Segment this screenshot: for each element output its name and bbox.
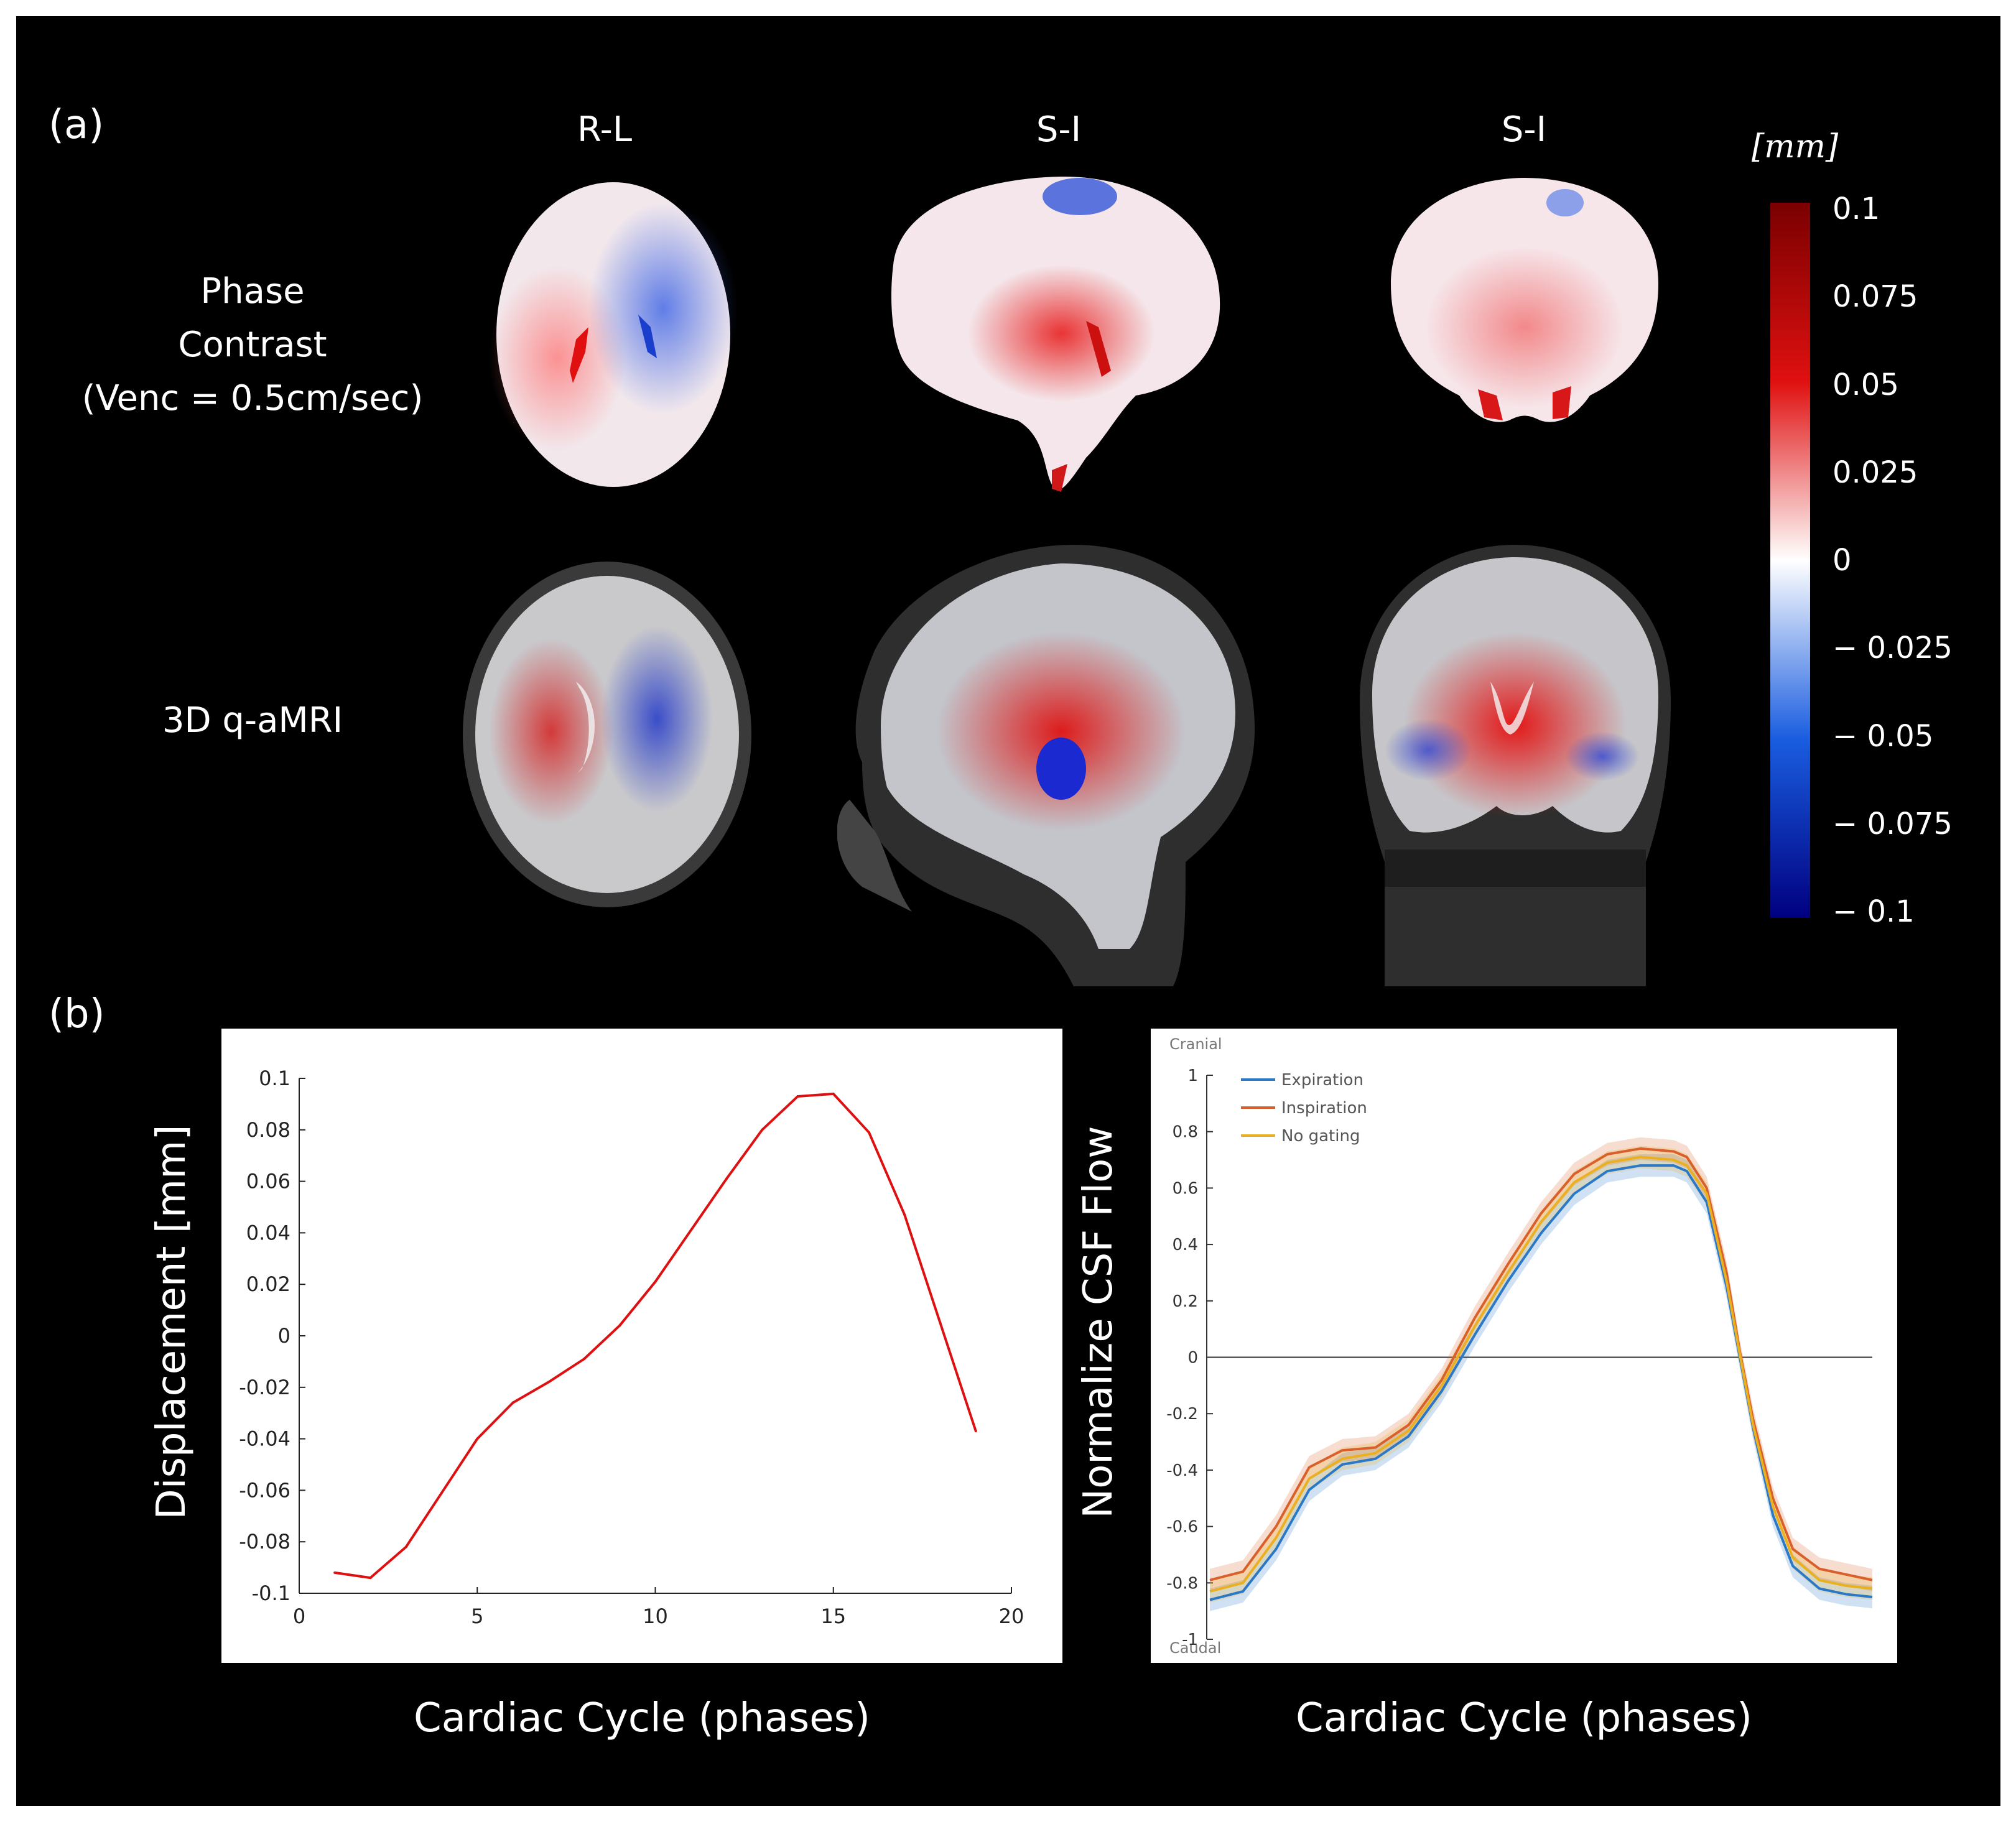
column-header-rl: R-L [577, 109, 633, 150]
displacement-data-point [547, 1381, 550, 1384]
y-tick-label: 1 [1187, 1067, 1198, 1085]
row-header-phase-contrast: Phase Contrast (Venc = 0.5cm/sec) [82, 265, 424, 425]
row-header-line: Contrast [178, 325, 327, 365]
y-tick-label: -1 [1182, 1631, 1198, 1649]
row-header-qamri: 3D q-aMRI [162, 700, 343, 741]
colorbar-tick-label: 0.1 [1833, 192, 1880, 226]
displacement-data-point [725, 1177, 728, 1180]
row-header-line: (Venc = 0.5cm/sec) [81, 378, 424, 419]
displacement-data-point [583, 1358, 585, 1361]
y-tick-label: 0.2 [1173, 1292, 1198, 1311]
csf-flow-plot-panel: 1 0.8 0.6 0.4 0.2 0 -0.2 -0.4 -0.6 -0.8 -1 Cranial C… [1151, 1029, 1897, 1663]
left-y-axis-label: Displacement [mm] [149, 1124, 195, 1520]
series-line [1209, 1155, 1873, 1593]
phase-contrast-coronal-image [1391, 178, 1658, 422]
y-tick-label: 0.1 [259, 1067, 290, 1090]
colorbar-tick-label: 0.025 [1833, 455, 1918, 490]
colorbar-unit: [mm] [1752, 128, 1839, 165]
y-tick-label: -0.8 [1166, 1574, 1198, 1593]
y-tick-label: -0.2 [1166, 1405, 1198, 1424]
colorbar-tick-label: − 0.025 [1833, 631, 1953, 666]
displacement-data-point [689, 1229, 692, 1232]
y-tick-label: 0.06 [246, 1170, 290, 1193]
right-x-axis-label: Cardiac Cycle (phases) [1296, 1695, 1752, 1741]
displacement-data-point [404, 1545, 407, 1549]
y-tick-label: 0.8 [1173, 1123, 1198, 1142]
y-tick-label: 0.4 [1173, 1236, 1198, 1254]
y-tick-label: -0.04 [239, 1427, 290, 1451]
displacement-data-point [832, 1092, 835, 1095]
colorbar-tick-label: − 0.075 [1833, 806, 1953, 841]
y-tick-label: -0.08 [239, 1530, 290, 1553]
legend-label: Expiration [1281, 1071, 1363, 1090]
row-header-line: Phase [200, 271, 305, 312]
y-tick-label: -0.02 [239, 1376, 290, 1399]
displacement-data-point [868, 1131, 870, 1134]
colorbar-gradient [1770, 203, 1810, 918]
y-tick-label: 0.02 [246, 1272, 290, 1296]
displacement-series-line [334, 1092, 977, 1580]
y-tick-label: 0.04 [246, 1221, 290, 1244]
colorbar-tick-label: 0.05 [1833, 367, 1899, 402]
displacement-data-point [440, 1491, 443, 1494]
colorbar: [mm] 0.1 0.075 0.05 0.025 0 − 0.025 − 0.05 − 0.… [1739, 128, 1988, 937]
right-y-axis-label: Normalize CSF Flow [1075, 1126, 1122, 1519]
colorbar-tick-label: − 0.05 [1833, 718, 1934, 754]
left-x-axis-label: Cardiac Cycle (phases) [414, 1695, 870, 1741]
x-tick-label: 20 [999, 1604, 1024, 1628]
displacement-data-point [476, 1437, 479, 1440]
displacement-chart: 0 5 10 15 20 0.1 0.08 0.06 0.04 0.02 0 -0.02 -0.04 -0… [239, 1067, 1024, 1628]
annotation-cranial: Cranial [1169, 1035, 1222, 1053]
displacement-data-point [974, 1430, 977, 1433]
y-tick-label: 0 [1187, 1349, 1198, 1368]
qamri-coronal-image [1360, 545, 1671, 986]
series-line [1209, 1164, 1873, 1601]
displacement-data-point [939, 1322, 942, 1325]
displacement-data-point [333, 1571, 337, 1574]
panel-a-label: (a) [49, 102, 105, 148]
column-header-si-coronal: S-I [1501, 109, 1547, 150]
x-tick-label: 5 [471, 1604, 483, 1628]
displacement-data-point [511, 1401, 514, 1404]
displacement-data-point [903, 1213, 906, 1216]
column-header-si-sagittal: S-I [1036, 109, 1082, 150]
y-tick-label: -0.1 [252, 1581, 290, 1605]
legend-label: No gating [1281, 1127, 1360, 1146]
x-tick-label: 10 [643, 1604, 668, 1628]
y-tick-label: 0 [278, 1324, 290, 1348]
series-line [1209, 1147, 1873, 1581]
annotation-caudal: Caudal [1169, 1639, 1221, 1657]
y-tick-label: 0.08 [246, 1118, 290, 1142]
qamri-axial-image [463, 562, 751, 907]
legend-label: Inspiration [1281, 1099, 1367, 1118]
displacement-data-point [761, 1128, 764, 1131]
displacement-data-point [796, 1095, 799, 1098]
panel-b-label: (b) [49, 991, 105, 1037]
figure: (a) R-L S-I S-I Phase Contrast (Venc = 0… [16, 16, 2000, 1806]
y-tick-label: -0.6 [1166, 1518, 1198, 1537]
csf-flow-chart: 1 0.8 0.6 0.4 0.2 0 -0.2 -0.4 -0.6 -0.8 -1 Cranial C… [1166, 1035, 1873, 1657]
displacement-plot-panel: 0 5 10 15 20 0.1 0.08 0.06 0.04 0.02 0 -0.02 -0.04 -0… [221, 1029, 1062, 1663]
colorbar-tick-label: 0 [1833, 543, 1852, 578]
colorbar-tick-label: 0.075 [1833, 279, 1918, 315]
x-tick-label: 15 [820, 1604, 846, 1628]
colorbar-tick-label: − 0.1 [1833, 894, 1915, 929]
displacement-data-point [369, 1576, 372, 1580]
phase-contrast-axial-image [489, 182, 738, 487]
displacement-data-point [654, 1280, 657, 1284]
x-tick-label: 0 [293, 1604, 305, 1628]
qamri-sagittal-image [837, 545, 1255, 986]
y-tick-label: -0.4 [1166, 1461, 1198, 1480]
y-tick-label: -0.06 [239, 1478, 290, 1502]
y-tick-label: 0.6 [1173, 1179, 1198, 1198]
displacement-data-point [618, 1324, 621, 1327]
phase-contrast-sagittal-image [891, 176, 1220, 492]
